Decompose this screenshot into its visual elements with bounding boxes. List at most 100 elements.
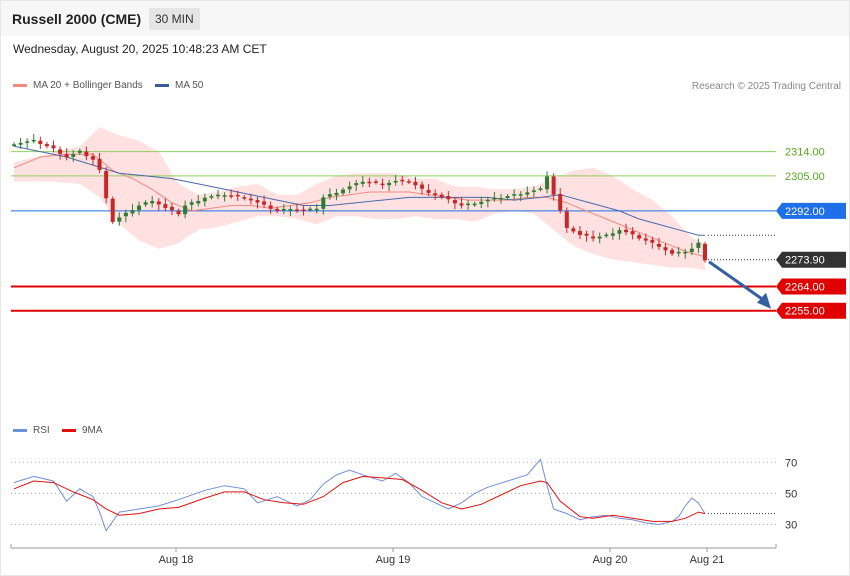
support-1-label: 2264.00 bbox=[785, 281, 825, 293]
ma20-swatch bbox=[13, 84, 27, 87]
candle-body bbox=[229, 195, 234, 197]
candle-body bbox=[485, 199, 490, 202]
candle-body bbox=[90, 156, 95, 160]
candle-body bbox=[71, 153, 76, 157]
candle-body bbox=[551, 176, 556, 195]
candle-body bbox=[25, 141, 30, 143]
candle-body bbox=[439, 194, 444, 198]
last-price-tag bbox=[776, 251, 846, 268]
candle-body bbox=[373, 181, 378, 183]
candle-body bbox=[196, 200, 201, 204]
candle-body bbox=[18, 142, 23, 145]
candle-body bbox=[406, 181, 411, 183]
resistance-label: 2305.00 bbox=[785, 171, 825, 183]
candle-body bbox=[624, 229, 629, 233]
candle-body bbox=[597, 236, 602, 239]
candle-body bbox=[275, 208, 280, 211]
candle-body bbox=[123, 212, 128, 217]
candle-body bbox=[703, 243, 707, 261]
candle-body bbox=[143, 202, 148, 205]
candle-body bbox=[452, 200, 457, 204]
candle-body bbox=[683, 251, 688, 254]
rsi-tick-label: 30 bbox=[785, 519, 797, 531]
candle-body bbox=[189, 202, 194, 205]
candle-body bbox=[64, 154, 69, 158]
candle-body bbox=[58, 149, 63, 154]
candle-body bbox=[176, 210, 181, 215]
candle-body bbox=[308, 208, 313, 211]
candle-body bbox=[104, 171, 109, 199]
candle-body bbox=[156, 201, 161, 205]
candle-body bbox=[130, 210, 135, 214]
candle-body bbox=[380, 183, 385, 186]
candle-body bbox=[150, 200, 155, 204]
support-2-label: 2255.00 bbox=[785, 306, 825, 318]
candle-body bbox=[222, 195, 227, 197]
candle-body bbox=[321, 197, 326, 209]
x-tick-label: Aug 18 bbox=[159, 554, 194, 566]
candle-body bbox=[255, 200, 260, 203]
candle-body bbox=[294, 209, 299, 211]
candle-body bbox=[216, 194, 221, 197]
candle-body bbox=[235, 194, 240, 197]
legend-rsi-ma: 9MA bbox=[62, 425, 103, 436]
candle-body bbox=[479, 201, 484, 205]
last-price-label: 2273.90 bbox=[785, 255, 825, 267]
support-1-tag bbox=[776, 278, 846, 295]
candle-body bbox=[400, 179, 405, 182]
candle-body bbox=[446, 196, 451, 200]
candle-body bbox=[689, 248, 694, 252]
rsi-tick-label: 70 bbox=[785, 457, 797, 469]
ma20-label: MA 20 + Bollinger Bands bbox=[33, 80, 143, 91]
rsi-swatch bbox=[13, 429, 27, 432]
candle-body bbox=[248, 198, 253, 201]
x-tick-label: Aug 21 bbox=[690, 554, 725, 566]
candle-body bbox=[354, 183, 359, 186]
candle-body bbox=[77, 150, 82, 153]
candle-body bbox=[262, 201, 267, 205]
rsi-ma-line bbox=[13, 475, 706, 522]
pivot-tag bbox=[776, 202, 846, 219]
candle-body bbox=[202, 197, 207, 202]
rsi-ma-label: 9MA bbox=[82, 425, 103, 436]
candle-body bbox=[676, 251, 681, 254]
candle-body bbox=[564, 211, 569, 228]
candle-body bbox=[341, 189, 346, 194]
candle-body bbox=[604, 234, 609, 237]
timeframe-badge[interactable]: 30 MIN bbox=[149, 8, 200, 30]
candle-body bbox=[426, 189, 431, 193]
instrument-title: Russell 2000 (CME) bbox=[12, 11, 142, 27]
candle-body bbox=[327, 194, 332, 197]
candle-body bbox=[525, 192, 530, 195]
candle-body bbox=[505, 196, 510, 199]
projection-arrow-head bbox=[757, 292, 771, 309]
candle-body bbox=[242, 197, 247, 199]
candle-body bbox=[610, 233, 615, 236]
candle-body bbox=[31, 139, 36, 142]
candle-body bbox=[656, 243, 661, 247]
candle-body bbox=[413, 181, 418, 186]
x-tick-label: Aug 19 bbox=[376, 554, 411, 566]
candle-body bbox=[577, 231, 582, 235]
candle-body bbox=[51, 145, 56, 149]
candle-body bbox=[12, 144, 16, 146]
legend-ma50: MA 50 bbox=[155, 80, 203, 91]
resistance-label: 2314.00 bbox=[785, 147, 825, 159]
candle-body bbox=[183, 205, 188, 215]
candle-body bbox=[360, 181, 365, 184]
research-credit: Research © 2025 Trading Central bbox=[691, 81, 841, 92]
support-2-tag bbox=[776, 302, 846, 319]
chart-header: Russell 2000 (CME) 30 MIN bbox=[1, 1, 849, 36]
candle-body bbox=[393, 180, 398, 183]
ma50-label: MA 50 bbox=[175, 80, 204, 91]
timestamp: Wednesday, August 20, 2025 10:48:23 AM C… bbox=[13, 42, 267, 56]
candle-body bbox=[617, 230, 622, 234]
candle-body bbox=[584, 233, 589, 236]
candle-body bbox=[498, 198, 503, 200]
projection-arrow-shaft bbox=[708, 260, 767, 303]
candle-body bbox=[137, 205, 142, 211]
candle-body bbox=[466, 203, 471, 206]
candle-body bbox=[545, 176, 550, 190]
rsi-label: RSI bbox=[33, 425, 50, 436]
